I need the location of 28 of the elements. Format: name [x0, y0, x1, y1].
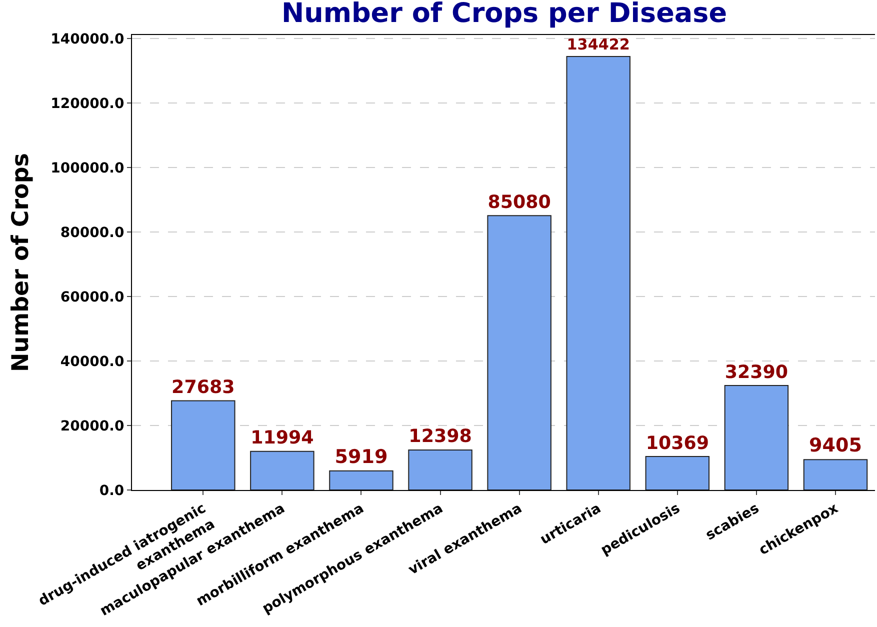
y-tick-label: 20000.0 [60, 418, 124, 434]
bar [724, 385, 789, 490]
bar [171, 400, 236, 490]
bar [408, 450, 472, 490]
bar [803, 459, 868, 490]
bar [329, 470, 394, 490]
y-tick-label: 0.0 [99, 482, 124, 499]
bar [566, 56, 630, 490]
data-label: 27683 [172, 376, 235, 398]
chart-title: Number of Crops per Disease [282, 0, 728, 30]
data-label: 9405 [809, 434, 862, 457]
data-label: 134422 [566, 36, 630, 54]
y-tick-label: 140000.0 [50, 31, 124, 48]
y-tick-label: 100000.0 [50, 160, 124, 176]
bar [645, 456, 710, 490]
data-label: 85080 [488, 192, 551, 213]
data-label: 10369 [646, 432, 709, 454]
bar [487, 215, 552, 490]
data-label: 32390 [724, 362, 788, 383]
data-label: 11994 [250, 428, 314, 449]
data-label: 12398 [408, 426, 472, 448]
y-tick-label: 60000.0 [60, 289, 124, 306]
y-tick-label: 120000.0 [50, 96, 124, 112]
y-tick-label: 80000.0 [60, 224, 124, 241]
bar [250, 450, 314, 490]
y-axis-title: Number of Crops [8, 153, 34, 372]
y-tick-label: 40000.0 [60, 354, 124, 370]
data-label: 5919 [334, 446, 388, 468]
